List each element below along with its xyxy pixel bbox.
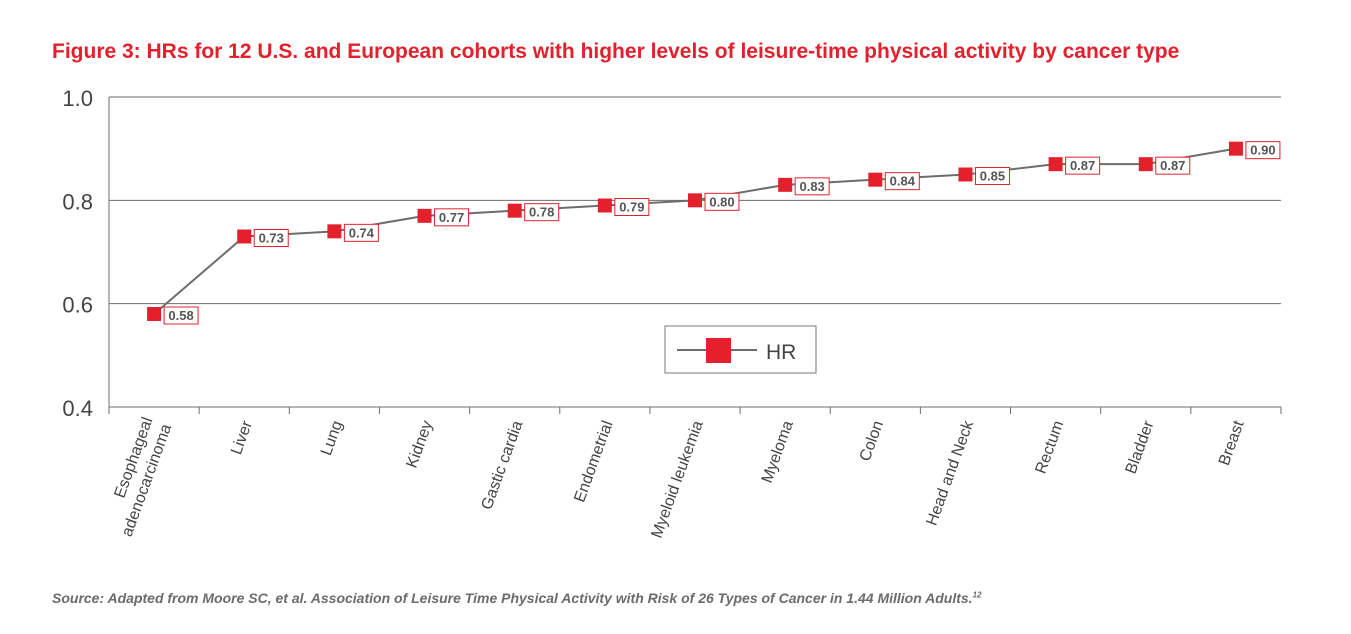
data-label-box bbox=[1065, 156, 1101, 175]
data-point-marker bbox=[147, 307, 162, 321]
data-label-box bbox=[974, 167, 1010, 185]
x-tick-label-line: Gastic cardia bbox=[479, 418, 527, 512]
x-tick-label: Myeloma bbox=[759, 418, 797, 485]
x-tick-label: Lung bbox=[318, 419, 346, 458]
data-point-marker bbox=[1228, 141, 1243, 156]
data-point-marker bbox=[237, 229, 252, 244]
series-hr bbox=[147, 141, 1243, 321]
chart-title: Figure 3: HRs for 12 U.S. and European c… bbox=[52, 40, 1180, 63]
x-tick-label-line: Lung bbox=[318, 419, 346, 458]
x-tick-label-line: Endometrial bbox=[571, 419, 616, 505]
data-point-marker bbox=[327, 224, 342, 239]
x-tick-label-line: Colon bbox=[857, 419, 887, 464]
data-label: 0.78 bbox=[524, 203, 560, 222]
data-label-box bbox=[163, 306, 199, 325]
x-tick-label: Endometrial bbox=[571, 419, 616, 505]
data-label-box bbox=[704, 192, 740, 211]
data-label-box bbox=[794, 177, 830, 196]
x-tick-label-line: Myeloid leukemia bbox=[649, 418, 707, 540]
y-tick-label: 0.8 bbox=[62, 189, 93, 214]
data-label: 0.79 bbox=[614, 198, 650, 216]
x-tick-label-line: Kidney bbox=[404, 419, 437, 471]
data-label-text: 0.73 bbox=[259, 231, 284, 246]
x-tick-label: Esophagealadenocarcinoma bbox=[100, 415, 175, 539]
data-label-text: 0.77 bbox=[439, 210, 464, 225]
data-label-text: 0.85 bbox=[980, 169, 1005, 184]
data-label: 0.74 bbox=[343, 223, 379, 242]
x-tick-label: Gastic cardia bbox=[479, 418, 527, 512]
data-label-text: 0.83 bbox=[799, 179, 824, 194]
x-tick-label: Bladder bbox=[1123, 418, 1158, 476]
data-label-text: 0.78 bbox=[529, 205, 554, 220]
data-label-text: 0.79 bbox=[619, 200, 644, 215]
data-point-marker bbox=[507, 203, 522, 218]
data-label: 0.77 bbox=[434, 208, 470, 227]
data-label-box bbox=[343, 223, 379, 242]
data-label-box bbox=[524, 203, 560, 222]
data-label-text: 0.74 bbox=[349, 225, 375, 240]
data-point-marker bbox=[1048, 157, 1063, 172]
data-point-marker bbox=[868, 172, 883, 187]
data-label-text: 0.87 bbox=[1160, 158, 1185, 173]
legend-label: HR bbox=[766, 341, 796, 364]
x-tick-label-line: Rectum bbox=[1033, 419, 1068, 477]
data-label: 0.73 bbox=[253, 229, 289, 247]
data-label: 0.87 bbox=[1065, 156, 1101, 175]
data-label-text: 0.80 bbox=[709, 194, 734, 209]
data-label: 0.58 bbox=[163, 306, 199, 325]
data-label-box bbox=[614, 198, 650, 216]
x-tick-label-line: Myeloma bbox=[759, 418, 797, 485]
x-tick-label: Kidney bbox=[404, 419, 437, 471]
data-label-box bbox=[884, 172, 920, 191]
legend-marker-swatch bbox=[706, 338, 731, 363]
data-point-marker bbox=[1138, 157, 1153, 172]
data-label-text: 0.84 bbox=[890, 174, 916, 189]
data-labels: 0.58 0.73 0.74 0.77 0.78 0.79 0.80 0.83 0.84 0.85… bbox=[163, 141, 1281, 325]
x-tick-label-line: Bladder bbox=[1123, 418, 1158, 476]
x-tick-label: Myeloid leukemia bbox=[649, 418, 707, 540]
data-label: 0.80 bbox=[704, 192, 740, 211]
x-tick-labels: Esophagealadenocarcinoma Liver Lung Kidney G… bbox=[100, 415, 1248, 540]
y-tick-label: 0.6 bbox=[62, 293, 93, 318]
data-label: 0.85 bbox=[974, 167, 1010, 185]
data-label-text: 0.87 bbox=[1070, 158, 1095, 173]
data-label: 0.84 bbox=[884, 172, 920, 191]
data-label-text: 0.58 bbox=[168, 308, 193, 323]
data-label: 0.87 bbox=[1155, 156, 1191, 175]
source-note: Source: Adapted from Moore SC, et al. As… bbox=[52, 590, 981, 606]
data-point-marker bbox=[688, 193, 702, 208]
x-tick-label-line: Head and Neck bbox=[924, 418, 978, 528]
legend: HR bbox=[664, 325, 817, 374]
data-point-marker bbox=[958, 167, 973, 182]
data-label: 0.90 bbox=[1245, 141, 1281, 160]
x-tick-label: Head and Neck bbox=[924, 418, 978, 528]
data-point-marker bbox=[417, 208, 432, 223]
data-label-box bbox=[253, 229, 289, 247]
data-label-box bbox=[1155, 156, 1191, 175]
x-tick-label-line: Liver bbox=[228, 418, 256, 457]
y-tick-label: 0.4 bbox=[62, 396, 93, 421]
y-tick-label: 1.0 bbox=[62, 86, 93, 111]
data-point-marker bbox=[778, 177, 793, 192]
x-tick-label: Liver bbox=[228, 418, 256, 457]
data-label-box bbox=[1245, 141, 1281, 160]
x-tick-label: Rectum bbox=[1033, 419, 1068, 477]
source-reference: 12 bbox=[972, 590, 982, 600]
data-label: 0.83 bbox=[794, 177, 830, 196]
x-tick-label: Colon bbox=[857, 419, 887, 464]
axes bbox=[108, 97, 1282, 414]
x-tick-label-line: Breast bbox=[1216, 418, 1248, 468]
data-label-text: 0.90 bbox=[1250, 143, 1275, 158]
data-point-marker bbox=[597, 198, 612, 213]
source-text: Source: Adapted from Moore SC, et al. As… bbox=[52, 590, 973, 606]
data-label-box bbox=[434, 208, 470, 227]
y-tick-labels: 0.4 0.6 0.8 1.0 bbox=[62, 86, 93, 421]
x-tick-label: Breast bbox=[1216, 418, 1248, 468]
